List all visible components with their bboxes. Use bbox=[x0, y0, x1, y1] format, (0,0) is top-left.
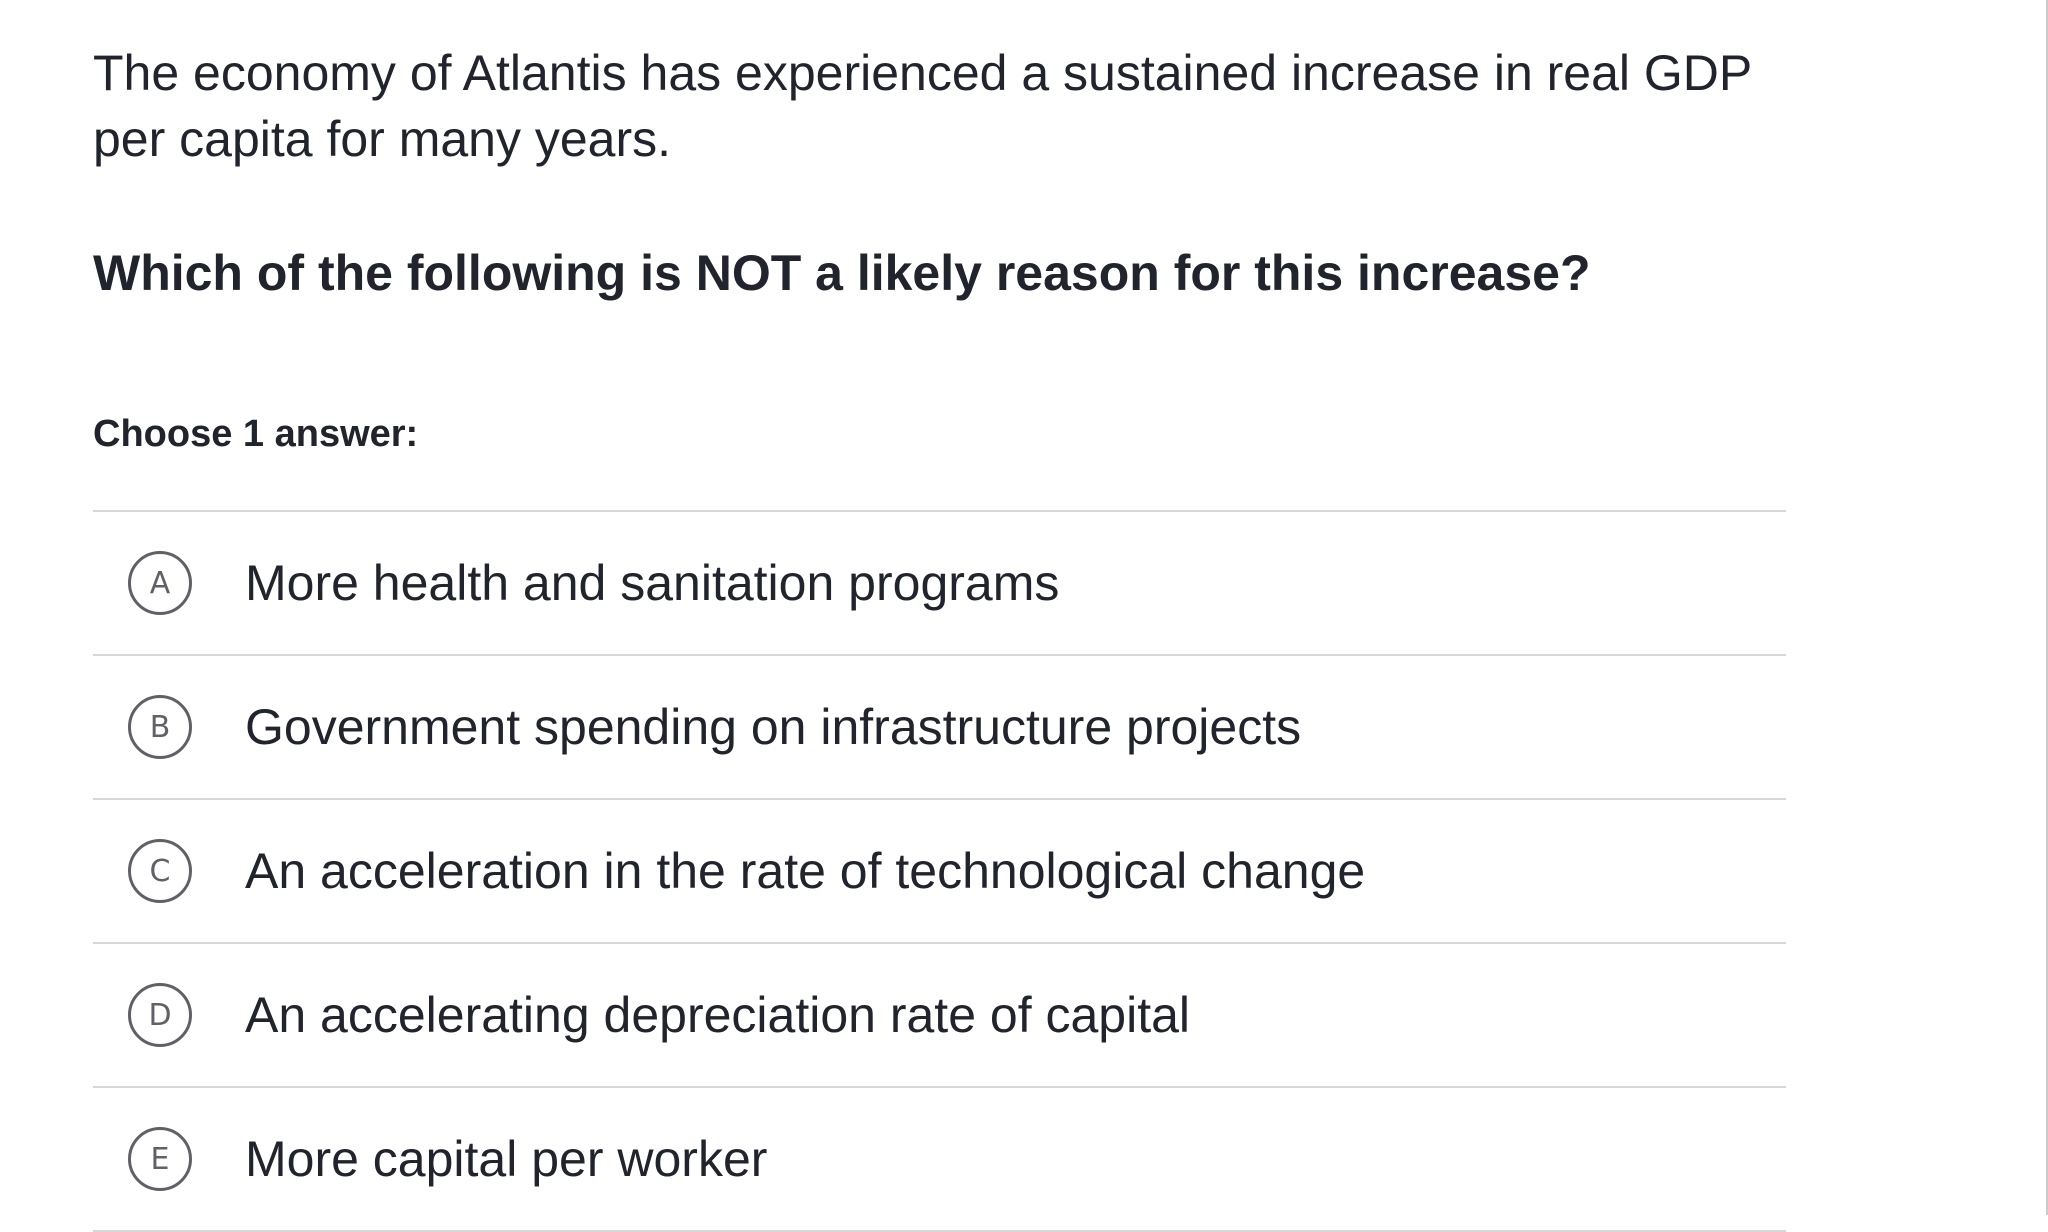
choice-a-radio[interactable]: A bbox=[128, 551, 192, 615]
choice-e-radio[interactable]: E bbox=[128, 1127, 192, 1191]
choice-c-label: An acceleration in the rate of technolog… bbox=[245, 843, 1366, 899]
answer-instruction: Choose 1 answer: bbox=[93, 413, 419, 455]
exercise-panel: The economy of Atlantis has experienced … bbox=[93, 40, 1786, 1232]
scrollbar-track[interactable] bbox=[2046, 0, 2048, 1215]
question-prompt: The economy of Atlantis has experienced … bbox=[93, 45, 1752, 167]
answer-choices: A More health and sanitation programs B … bbox=[93, 510, 1786, 1232]
choice-d-radio[interactable]: D bbox=[128, 983, 192, 1047]
choice-d[interactable]: D An accelerating depreciation rate of c… bbox=[93, 944, 1786, 1088]
choice-a-label: More health and sanitation programs bbox=[245, 555, 1060, 611]
choice-e[interactable]: E More capital per worker bbox=[93, 1088, 1786, 1232]
choice-d-label: An accelerating depreciation rate of cap… bbox=[245, 987, 1191, 1043]
choice-c-radio[interactable]: C bbox=[128, 839, 192, 903]
choice-c[interactable]: C An acceleration in the rate of technol… bbox=[93, 800, 1786, 944]
choice-b-radio[interactable]: B bbox=[128, 695, 192, 759]
choice-a[interactable]: A More health and sanitation programs bbox=[93, 512, 1786, 656]
choice-b-label: Government spending on infrastructure pr… bbox=[245, 699, 1302, 755]
question-text: Which of the following is NOT a likely r… bbox=[93, 245, 1591, 301]
choice-b[interactable]: B Government spending on infrastructure … bbox=[93, 656, 1786, 800]
choice-e-label: More capital per worker bbox=[245, 1131, 768, 1187]
